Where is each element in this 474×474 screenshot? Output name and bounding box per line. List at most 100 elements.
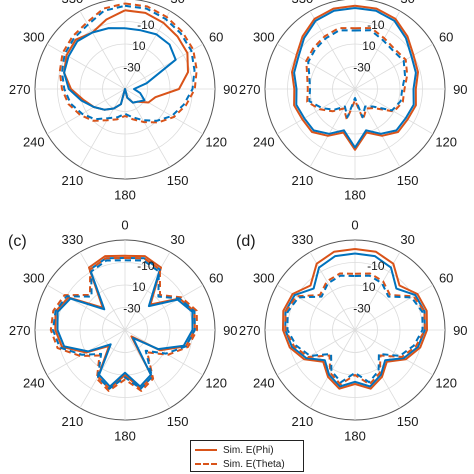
r-tick-label: 10 (362, 39, 376, 53)
theta-tick-label: 120 (435, 376, 457, 391)
theta-tick-label: 0 (121, 218, 128, 233)
theta-tick-label: 60 (209, 270, 223, 285)
theta-tick-label: 240 (23, 376, 45, 391)
r-tick-label: 10 (132, 39, 146, 53)
grid-spoke (309, 329, 356, 409)
r-tick-label: -10 (367, 18, 385, 32)
series-line-theta (61, 4, 196, 122)
theta-tick-label: 60 (209, 29, 223, 44)
legend-swatch-dashed (195, 463, 217, 465)
theta-tick-label: 210 (61, 414, 83, 429)
legend: Sim. E(Phi) Sim. E(Theta) (190, 440, 304, 472)
polar-panel-4: 0 30 60 90 120 150 180 210 240 270 300 330 -10 10 -30 (… (236, 218, 468, 444)
series-line-theta (49, 257, 198, 392)
r-tick-label: -10 (367, 259, 385, 273)
theta-tick-label: 210 (61, 173, 83, 188)
theta-tick-label: 180 (114, 187, 136, 202)
theta-tick-label: 180 (114, 428, 136, 443)
theta-tick-label: 330 (61, 232, 83, 247)
theta-tick-label: 120 (205, 135, 227, 150)
grid-spoke (354, 251, 401, 331)
theta-tick-label: 270 (9, 82, 31, 97)
theta-tick-label: 30 (170, 232, 184, 247)
r-tick-label: -30 (123, 302, 141, 316)
theta-tick-label: 90 (453, 82, 467, 97)
theta-tick-label: 150 (397, 173, 419, 188)
theta-tick-label: 150 (167, 414, 189, 429)
series-line-phi (56, 257, 194, 388)
grid-spoke (309, 10, 356, 90)
grid-spoke (46, 43, 126, 90)
series-line-theta (284, 272, 426, 386)
theta-tick-label: 270 (239, 323, 261, 338)
theta-tick-label: 300 (23, 29, 45, 44)
theta-tick-label: 240 (253, 376, 275, 391)
series-line-theta (52, 259, 196, 390)
theta-tick-label: 0 (351, 218, 358, 233)
r-tick-label: 10 (132, 280, 146, 294)
theta-tick-label: 60 (439, 29, 453, 44)
r-tick-label: -30 (353, 61, 371, 75)
grid-spoke (124, 88, 204, 135)
theta-tick-label: 270 (9, 323, 31, 338)
grid-spoke (79, 329, 126, 409)
r-tick-label: 10 (362, 280, 376, 294)
theta-tick-label: 90 (453, 323, 467, 338)
series-line-theta (58, 2, 198, 124)
series-line-theta (305, 27, 409, 121)
grid-spoke (354, 284, 434, 331)
theta-tick-label: 210 (291, 414, 313, 429)
theta-tick-label: 30 (400, 0, 414, 6)
theta-tick-label: 150 (167, 173, 189, 188)
grid-spoke (79, 88, 126, 168)
legend-label-theta: Sim. E(Theta) (223, 458, 285, 470)
legend-label-phi: Sim. E(Phi) (223, 444, 274, 456)
theta-tick-label: 90 (223, 82, 237, 97)
grid-spoke (276, 329, 356, 376)
grid-spoke (276, 88, 356, 135)
series-line-phi (293, 7, 417, 149)
grid-spoke (309, 251, 356, 331)
theta-tick-label: 330 (61, 0, 83, 6)
theta-tick-label: 180 (344, 187, 366, 202)
grid-spoke (354, 10, 401, 90)
theta-tick-label: 330 (291, 232, 313, 247)
theta-tick-label: 30 (170, 0, 184, 6)
grid-spoke (124, 10, 171, 90)
series-line-phi (291, 4, 419, 151)
theta-tick-label: 300 (253, 29, 275, 44)
grid-spoke (354, 43, 434, 90)
legend-swatch-solid (195, 449, 217, 451)
grid-spoke (79, 251, 126, 331)
legend-item-theta: Sim. E(Theta) (195, 457, 285, 471)
r-tick-label: -30 (123, 61, 141, 75)
grid-spoke (354, 88, 401, 168)
polar-panel-3: 0 30 60 90 120 150 180 210 240 270 300 330 -10 10 -30 (… (8, 218, 238, 444)
panel-label: (c) (8, 233, 27, 250)
theta-tick-label: 180 (344, 428, 366, 443)
grid-spoke (354, 88, 434, 135)
theta-tick-label: 90 (223, 323, 237, 338)
r-tick-label: -10 (137, 259, 155, 273)
theta-tick-label: 300 (23, 270, 45, 285)
theta-tick-label: 300 (253, 270, 275, 285)
grid-spoke (124, 284, 204, 331)
series-line-theta (307, 29, 406, 119)
grid-spoke (276, 43, 356, 90)
series-line-phi (282, 248, 428, 390)
grid-spoke (124, 251, 171, 331)
r-tick-label: -30 (353, 302, 371, 316)
grid-spoke (309, 88, 356, 168)
theta-tick-label: 60 (439, 270, 453, 285)
r-tick-label: -10 (137, 18, 155, 32)
legend-item-phi: Sim. E(Phi) (195, 443, 274, 457)
grid-spoke (46, 284, 126, 331)
theta-tick-label: 120 (205, 376, 227, 391)
grid-spoke (354, 329, 401, 409)
grid-spoke (46, 88, 126, 135)
grid-spoke (124, 43, 204, 90)
theta-tick-label: 210 (291, 173, 313, 188)
series-line-phi (63, 27, 177, 111)
